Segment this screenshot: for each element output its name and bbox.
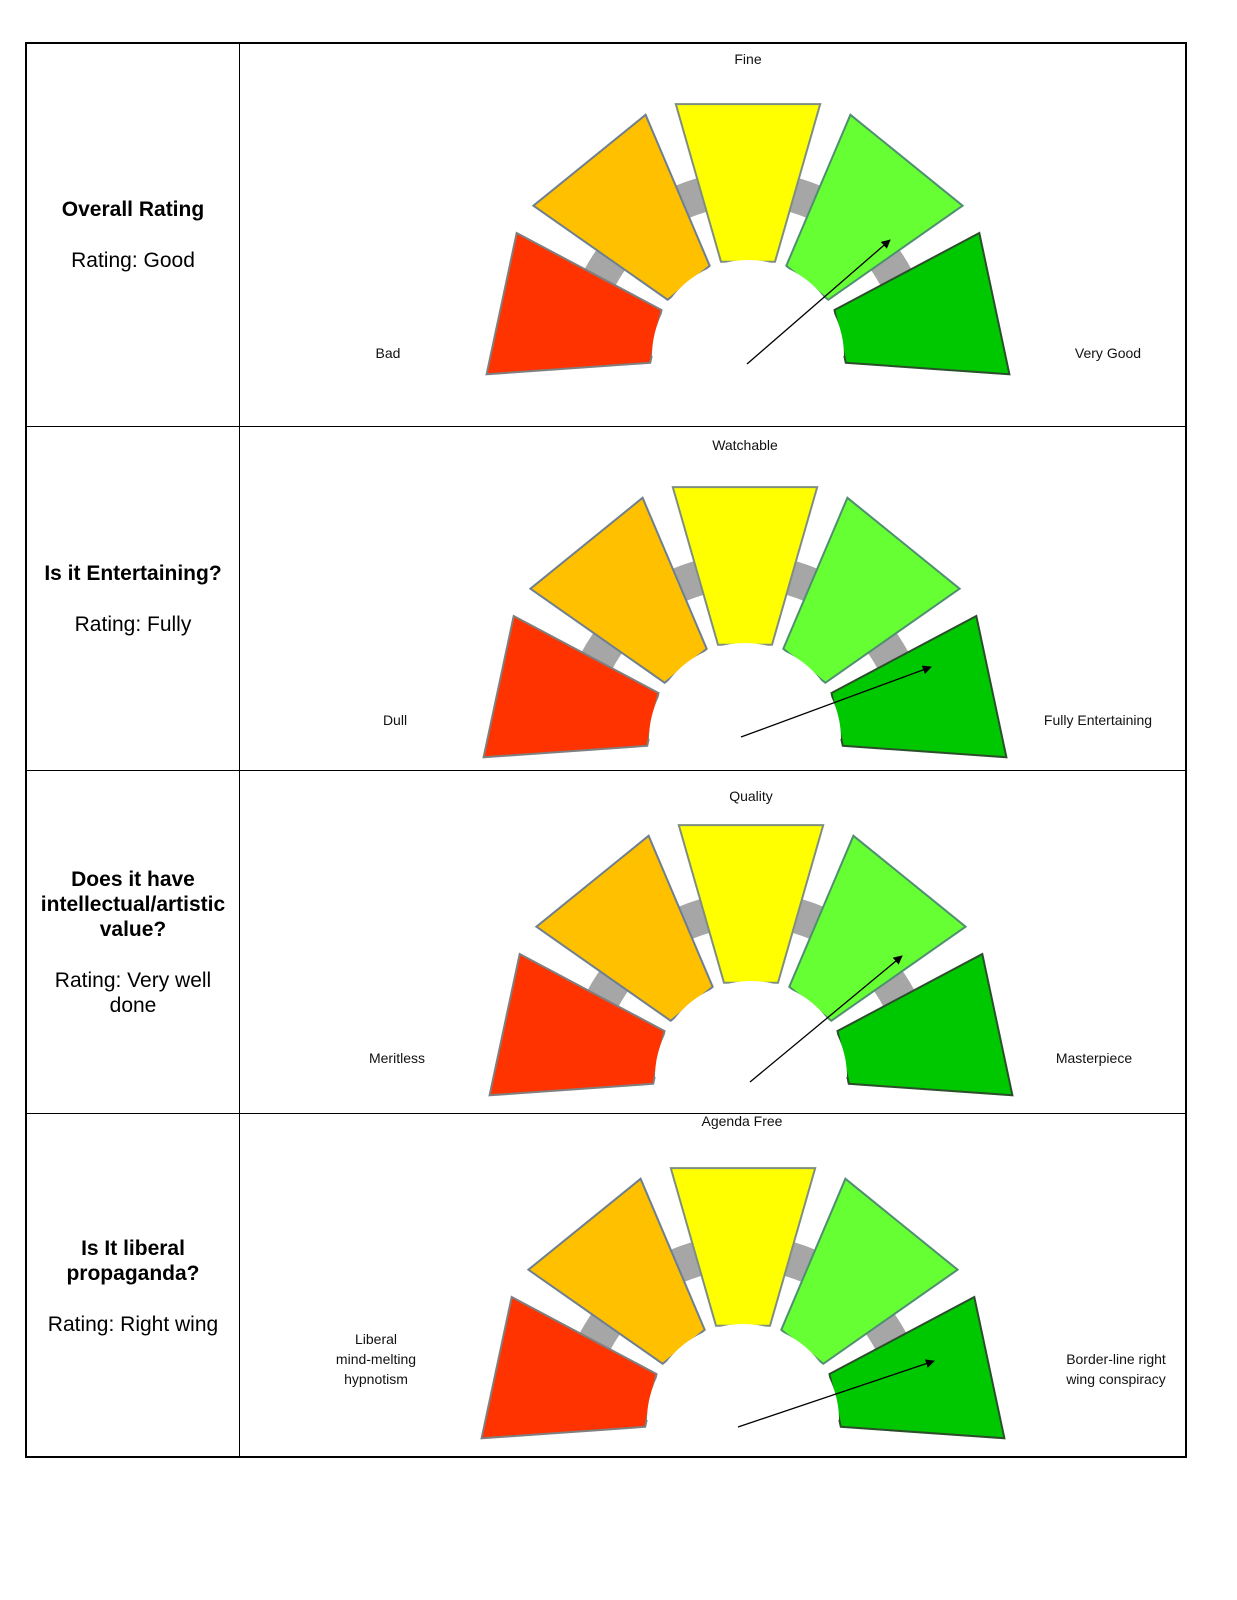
label-cell: Is it Entertaining? Rating: Fully [27, 427, 240, 770]
gauge-cell: Quality Meritless Masterpiece [240, 771, 1185, 1113]
row-overall-rating: Overall Rating Rating: Good Fine Bad Very … [27, 44, 1185, 426]
label-cell: Does it have intellectual/artistic value… [27, 771, 240, 1113]
label-cell: Overall Rating Rating: Good [27, 44, 240, 426]
gauge-cell: Fine Bad Very Good [240, 44, 1185, 426]
gauge-hub [652, 260, 844, 356]
ratings-table: Overall Rating Rating: Good Fine Bad Very … [25, 42, 1187, 1458]
gauge-chart: Quality Meritless Masterpiece [369, 788, 1132, 1097]
gauge-left-label: hypnotism [344, 1371, 408, 1387]
rating-text: Rating: Right wing [47, 1312, 219, 1336]
gauge-top-label: Fine [734, 51, 761, 67]
gauge-left-label: Liberal [355, 1331, 397, 1347]
gauge-left-label: Bad [376, 345, 401, 361]
gauge-pointer-arrow [749, 955, 903, 1083]
gauge-pointer-arrow [746, 239, 891, 365]
gauge-left-label: mind-melting [336, 1351, 416, 1367]
row-intellectual-value: Does it have intellectual/artistic value… [27, 770, 1185, 1113]
rating-text: Rating: Good [71, 249, 195, 272]
gauge-right-label: Fully Entertaining [1044, 712, 1152, 728]
row-liberal-propaganda: Is It liberal propaganda? Rating: Right … [27, 1113, 1185, 1458]
gauge-right-label: Masterpiece [1056, 1050, 1132, 1066]
question-title: Is it Entertaining? [44, 561, 222, 585]
gauge-right-label: wing conspiracy [1065, 1371, 1166, 1387]
question-title: Is It liberal propaganda? [66, 1236, 200, 1285]
row-entertaining: Is it Entertaining? Rating: Fully Watcha… [27, 426, 1185, 770]
label-cell: Is It liberal propaganda? Rating: Right … [27, 1114, 240, 1458]
gauge-top-label: Watchable [712, 437, 778, 453]
rating-text: Rating: Very well done [54, 968, 212, 1017]
question-title: Overall Rating [61, 198, 205, 221]
gauge-cell: Watchable Dull Fully Entertaining [240, 427, 1185, 770]
gauge-right-label: Border-line right [1066, 1351, 1166, 1367]
gauge-left-label: Dull [383, 712, 407, 728]
gauge-top-label: Quality [729, 788, 773, 804]
gauge-top-label: Agenda Free [702, 1114, 783, 1129]
gauge-right-label: Very Good [1075, 345, 1141, 361]
gauge-chart: Watchable Dull Fully Entertaining [383, 437, 1152, 759]
gauge-left-label: Meritless [369, 1050, 425, 1066]
gauge-cell: Agenda Free Liberal mind-melting hypnotism B… [240, 1114, 1185, 1458]
gauge-hub [655, 981, 847, 1077]
gauge-chart: Fine Bad Very Good [376, 51, 1141, 376]
gauge-chart: Agenda Free Liberal mind-melting hypnotism B… [336, 1114, 1166, 1440]
gauge-pointer-arrow [740, 665, 932, 738]
gauge-hub [649, 643, 841, 739]
question-title: Does it have intellectual/artistic value… [40, 867, 226, 941]
gauge-pointer-arrow [737, 1359, 935, 1428]
rating-text: Rating: Fully [74, 612, 192, 636]
gauge-hub [647, 1324, 839, 1420]
